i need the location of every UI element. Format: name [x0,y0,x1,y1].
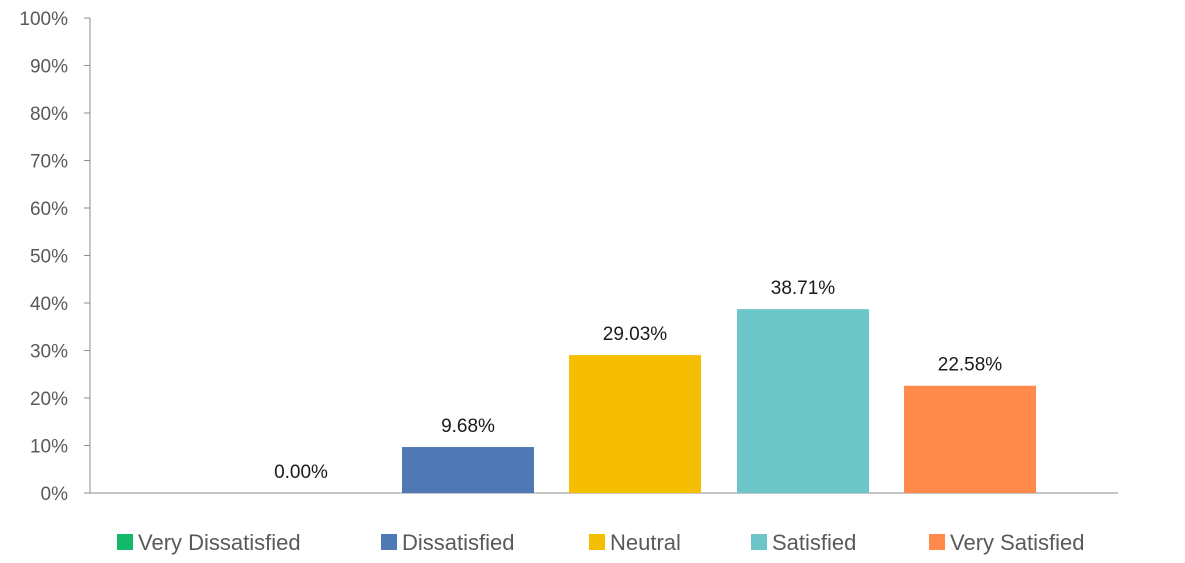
y-axis-tick-label: 70% [30,152,68,173]
legend-item-very-dissatisfied: Very Dissatisfied [117,530,301,555]
data-label-very-satisfied: 22.58% [938,355,1003,376]
data-label-neutral: 29.03% [603,324,668,345]
legend-label: Dissatisfied [402,530,514,555]
bar-very-satisfied [904,385,1036,493]
chart-data-labels: 0.00% 9.68% 29.03% 38.71% 22.58% [274,278,1002,483]
y-axis-tick-label: 50% [30,247,68,268]
legend-swatch [381,534,397,550]
data-label-satisfied: 38.71% [771,278,836,299]
y-axis-tick-label: 0% [41,484,69,505]
chart-bars [402,309,1036,493]
y-axis-tick-label: 40% [30,294,68,315]
legend-swatch [751,534,767,550]
y-axis-tick-label: 10% [30,437,68,458]
legend-item-dissatisfied: Dissatisfied [381,530,514,555]
data-label-very-dissatisfied: 0.00% [274,462,328,483]
legend-swatch [117,534,133,550]
y-axis-tick-label: 100% [19,9,68,30]
legend-label: Satisfied [772,530,856,555]
data-label-dissatisfied: 9.68% [441,416,495,437]
y-axis-tick-label: 20% [30,389,68,410]
legend-item-satisfied: Satisfied [751,530,856,555]
legend-swatch [589,534,605,550]
y-axis-tick-label: 30% [30,342,68,363]
y-axis-tick-label: 60% [30,199,68,220]
chart-legend: Very Dissatisfied Dissatisfied Neutral Sati… [117,530,1085,555]
bar-dissatisfied [402,447,534,493]
legend-label: Neutral [610,530,681,555]
legend-label: Very Satisfied [950,530,1085,555]
chart-axes: 0% 10% 20% 30% 40% 50% 60% 70% 80% 90% 100% [19,9,1118,505]
y-axis-tick-label: 80% [30,104,68,125]
legend-item-neutral: Neutral [589,530,681,555]
bar-satisfied [737,309,869,493]
legend-swatch [929,534,945,550]
legend-item-very-satisfied: Very Satisfied [929,530,1085,555]
y-axis-tick-label: 90% [30,57,68,78]
bar-neutral [569,355,701,493]
legend-label: Very Dissatisfied [138,530,301,555]
